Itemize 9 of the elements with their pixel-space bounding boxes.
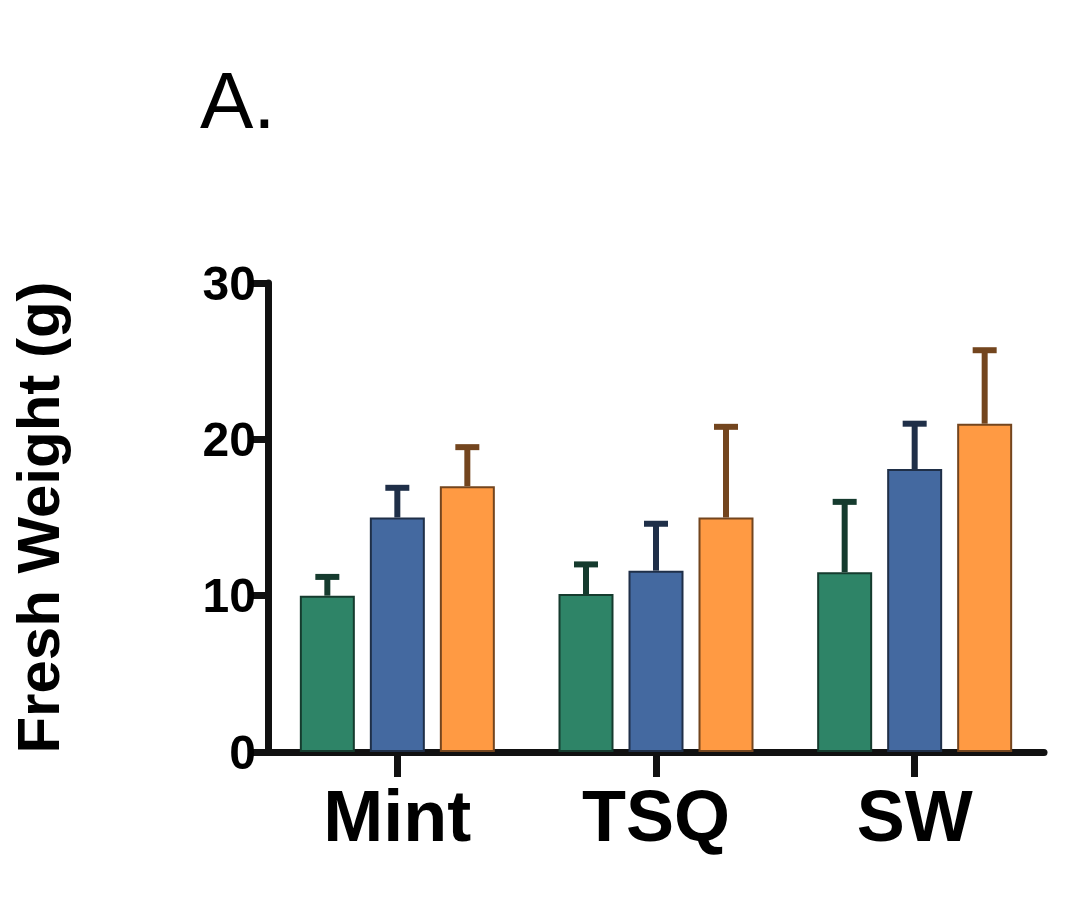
x-tick-label: SW bbox=[856, 776, 973, 856]
x-tick-label: Mint bbox=[323, 776, 472, 856]
y-tick-label: 0 bbox=[229, 725, 256, 779]
x-tick-label: TSQ bbox=[581, 776, 731, 856]
chart-title: A. bbox=[200, 55, 276, 145]
y-tick-label: 20 bbox=[202, 412, 256, 466]
y-tick-label: 30 bbox=[202, 256, 256, 310]
y-tick-label: 10 bbox=[202, 569, 256, 623]
y-axis-title: Fresh Weight (g) bbox=[4, 281, 72, 754]
